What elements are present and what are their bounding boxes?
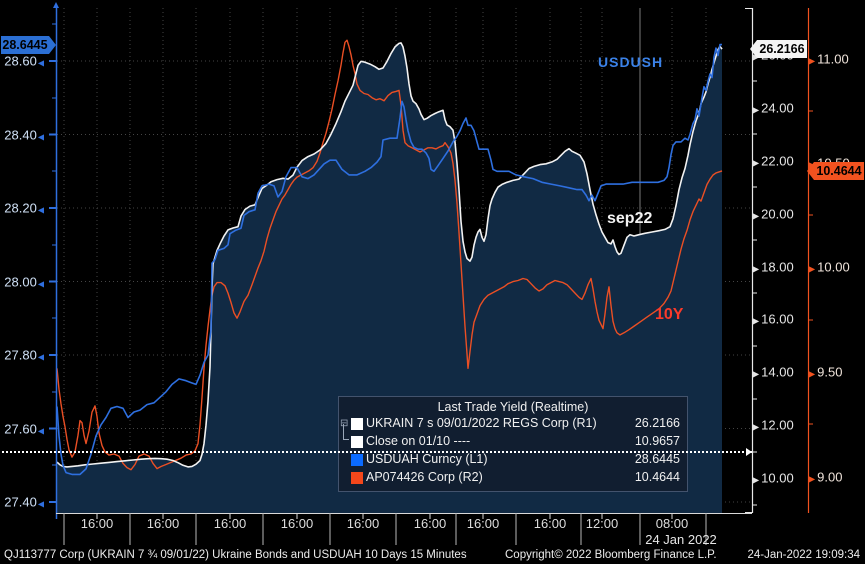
status-bar: QJ113777 Corp (UKRAIN 7 ¾ 09/01/22) Ukra… bbox=[0, 547, 865, 564]
legend-value: 26.2166 bbox=[634, 416, 680, 430]
legend-label: UKRAIN 7 s 09/01/2022 REGS Corp (R1) bbox=[366, 416, 597, 430]
tree-collapse-icon[interactable]: ⊟ bbox=[340, 418, 349, 429]
close-reference-line bbox=[2, 451, 752, 453]
right-axis-last-badge: 26.2166 bbox=[750, 40, 807, 58]
legend-label: USDUAH Curncy (L1) bbox=[366, 452, 488, 466]
left-axis-top-arrow bbox=[53, 2, 59, 8]
line-usduah bbox=[56, 43, 723, 476]
chart-description: QJ113777 Corp (UKRAIN 7 ¾ 09/01/22) Ukra… bbox=[4, 549, 467, 561]
legend-value: 10.4644 bbox=[634, 470, 680, 484]
series-chip-white bbox=[351, 417, 363, 430]
series-chip-orange bbox=[351, 471, 363, 484]
legend-value: 28.6445 bbox=[634, 452, 680, 466]
line-ap074426 bbox=[56, 39, 723, 471]
far-right-axis-last-badge: 10.4644 bbox=[807, 162, 864, 180]
legend-row-close[interactable]: Close on 01/10 ---- 10.9657 bbox=[339, 432, 687, 450]
series-chip-blue bbox=[351, 453, 363, 466]
left-axis-last-badge: 28.6445 bbox=[1, 36, 56, 54]
legend-row-ap074426[interactable]: AP074426 Corp (R2) 10.4644 bbox=[339, 468, 687, 486]
series-chip-white bbox=[351, 435, 363, 448]
legend-label: Close on 01/10 ---- bbox=[366, 434, 471, 448]
legend-label: AP074426 Corp (R2) bbox=[366, 470, 483, 484]
legend-box[interactable]: Last Trade Yield (Realtime) ⊟ UKRAIN 7 s… bbox=[338, 396, 688, 492]
annotation-usdush: USDUSH bbox=[598, 54, 664, 70]
annotation-10y: 10Y bbox=[655, 306, 684, 323]
copyright-text: Copyright© 2022 Bloomberg Finance L.P. bbox=[505, 549, 717, 561]
legend-title: Last Trade Yield (Realtime) bbox=[437, 400, 589, 414]
tree-connector bbox=[343, 424, 349, 440]
legend-row-usduah[interactable]: USDUAH Curncy (L1) 28.6445 bbox=[339, 450, 687, 468]
annotation-sep22: sep22 bbox=[607, 210, 653, 227]
timestamp: 24-Jan-2022 19:09:34 bbox=[747, 549, 860, 561]
legend-value: 10.9657 bbox=[634, 434, 680, 448]
legend-row-ukrain[interactable]: ⊟ UKRAIN 7 s 09/01/2022 REGS Corp (R1) 2… bbox=[339, 414, 687, 440]
